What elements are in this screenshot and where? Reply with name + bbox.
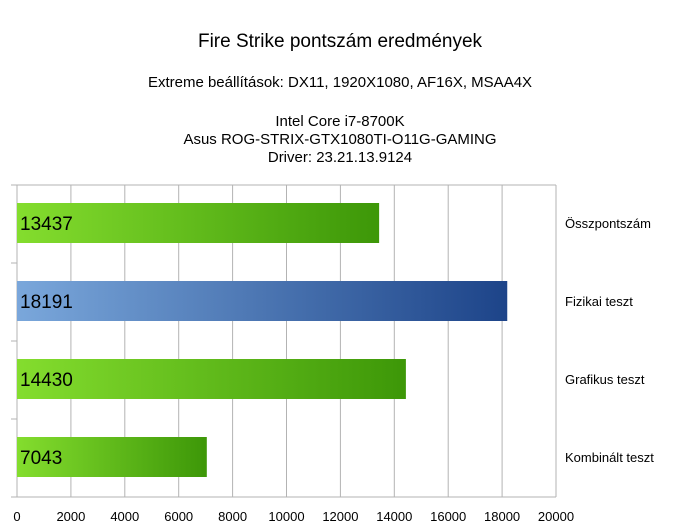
x-tick-label: 8000 bbox=[218, 509, 247, 524]
chart-title: Fire Strike pontszám eredmények bbox=[197, 31, 483, 52]
bar-2 bbox=[17, 281, 508, 321]
bar-3 bbox=[17, 359, 406, 399]
bar-1 bbox=[17, 203, 380, 243]
bar-value-label: 18191 bbox=[20, 292, 73, 313]
category-label: Összpontszám bbox=[565, 216, 651, 231]
bars bbox=[17, 203, 508, 477]
labels: 0 2000 4000 6000 8000 10000 12000 14000 16000 180… bbox=[13, 214, 654, 524]
x-tick-label: 16000 bbox=[430, 509, 466, 524]
driver-info: Driver: 23.21.13.9124 bbox=[267, 149, 413, 166]
gpu-info: Asus ROG-STRIX-GTX1080TI-O11G-GAMING bbox=[183, 131, 497, 148]
x-tick-label: 20000 bbox=[538, 509, 574, 524]
x-tick-label: 12000 bbox=[322, 509, 358, 524]
bar-value-label: 7043 bbox=[20, 448, 62, 469]
x-tick-label: 0 bbox=[13, 509, 20, 524]
bar-value-label: 13437 bbox=[20, 214, 73, 235]
bar-4 bbox=[17, 437, 207, 477]
category-label: Fizikai teszt bbox=[565, 294, 633, 309]
category-label: Kombinált teszt bbox=[565, 450, 654, 465]
x-tick-label: 10000 bbox=[268, 509, 304, 524]
category-label: Grafikus teszt bbox=[565, 372, 645, 387]
x-tick-label: 14000 bbox=[376, 509, 412, 524]
cpu-info: Intel Core i7-8700K bbox=[275, 113, 405, 130]
x-tick-label: 4000 bbox=[110, 509, 139, 524]
x-tick-label: 2000 bbox=[56, 509, 85, 524]
bar-value-label: 14430 bbox=[20, 370, 73, 391]
x-tick-label: 18000 bbox=[484, 509, 520, 524]
chart-subtitle: Extreme beállítások: DX11, 1920X1080, AF… bbox=[147, 74, 533, 91]
x-tick-label: 6000 bbox=[164, 509, 193, 524]
